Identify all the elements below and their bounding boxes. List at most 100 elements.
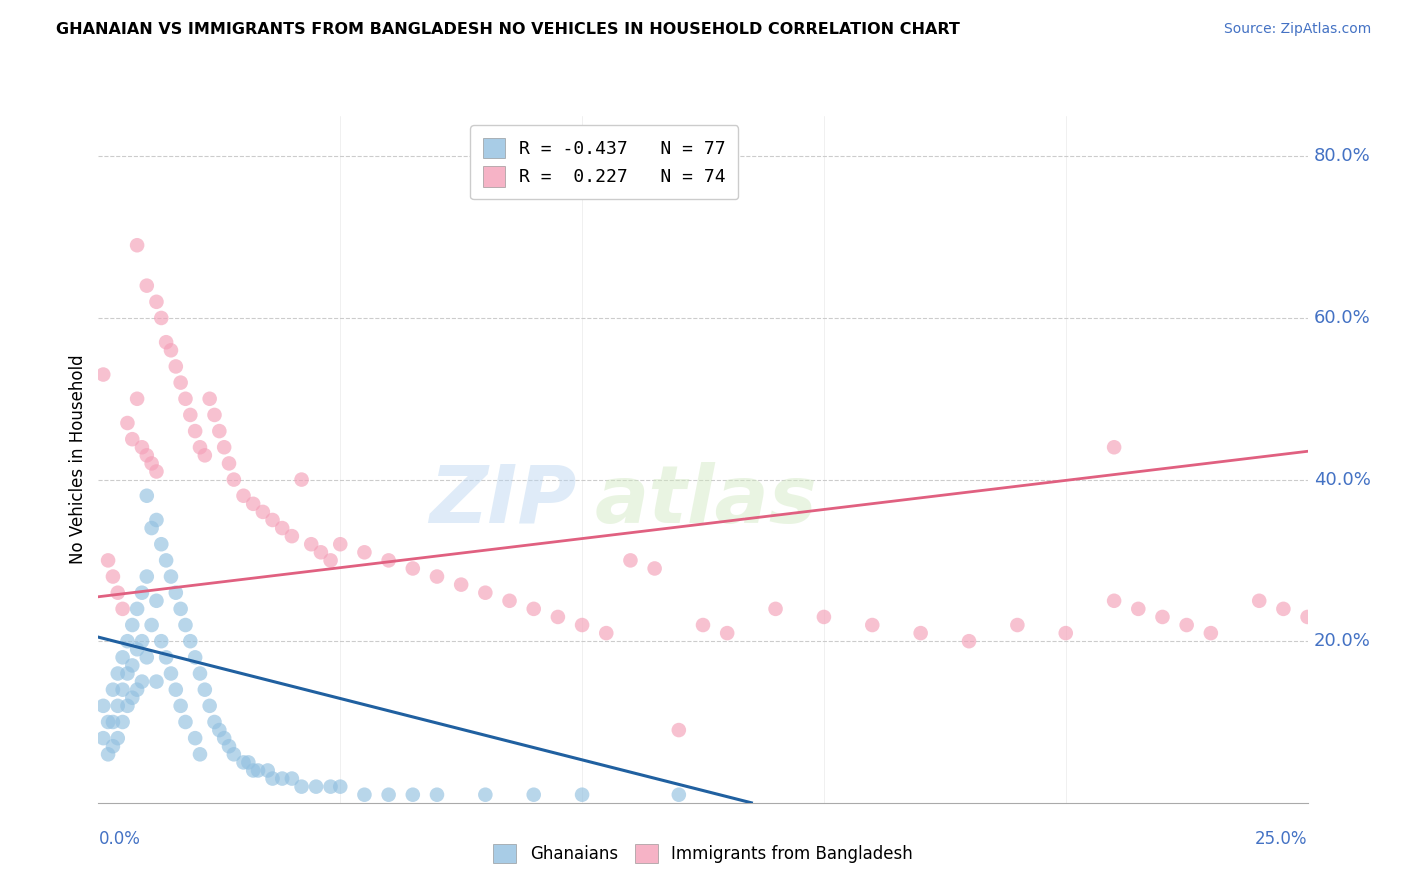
Point	[160, 666, 183, 681]
Point	[121, 432, 143, 446]
Point	[1007, 618, 1029, 632]
Point	[121, 618, 143, 632]
Text: Source: ZipAtlas.com: Source: ZipAtlas.com	[1223, 22, 1371, 37]
Point	[353, 788, 375, 802]
Point	[131, 585, 153, 599]
Point	[117, 698, 139, 713]
Point	[131, 674, 153, 689]
Point	[194, 448, 217, 462]
Text: 25.0%: 25.0%	[1256, 830, 1308, 848]
Point	[141, 457, 163, 471]
Point	[402, 561, 425, 575]
Point	[547, 610, 569, 624]
Point	[179, 408, 201, 422]
Point	[1128, 602, 1150, 616]
Point	[107, 666, 129, 681]
Point	[222, 747, 245, 762]
Point	[305, 780, 328, 794]
Point	[127, 642, 149, 657]
Point	[198, 698, 221, 713]
Point	[101, 714, 124, 729]
Point	[184, 731, 207, 746]
Point	[716, 626, 738, 640]
Point	[353, 545, 375, 559]
Point	[101, 682, 124, 697]
Point	[135, 448, 157, 462]
Text: 0.0%: 0.0%	[98, 830, 141, 848]
Point	[101, 569, 124, 583]
Text: GHANAIAN VS IMMIGRANTS FROM BANGLADESH NO VEHICLES IN HOUSEHOLD CORRELATION CHAR: GHANAIAN VS IMMIGRANTS FROM BANGLADESH N…	[56, 22, 960, 37]
Point	[232, 489, 254, 503]
Point	[252, 505, 274, 519]
Point	[247, 764, 270, 778]
Point	[1152, 610, 1174, 624]
Point	[813, 610, 835, 624]
Point	[111, 714, 134, 729]
Point	[194, 682, 217, 697]
Point	[174, 618, 197, 632]
Point	[765, 602, 787, 616]
Point	[145, 465, 167, 479]
Point	[426, 788, 449, 802]
Point	[127, 238, 149, 252]
Point	[160, 343, 183, 358]
Point	[188, 666, 211, 681]
Point	[474, 788, 496, 802]
Point	[117, 416, 139, 430]
Legend: Ghanaians, Immigrants from Bangladesh: Ghanaians, Immigrants from Bangladesh	[486, 838, 920, 870]
Point	[135, 489, 157, 503]
Point	[860, 618, 883, 632]
Point	[145, 594, 167, 608]
Point	[319, 780, 342, 794]
Point	[309, 545, 332, 559]
Point	[155, 335, 177, 350]
Point	[1175, 618, 1198, 632]
Point	[271, 772, 294, 786]
Point	[107, 585, 129, 599]
Point	[242, 497, 264, 511]
Point	[595, 626, 617, 640]
Point	[145, 294, 167, 309]
Point	[117, 666, 139, 681]
Point	[141, 521, 163, 535]
Point	[111, 602, 134, 616]
Point	[101, 739, 124, 754]
Point	[290, 473, 312, 487]
Point	[135, 569, 157, 583]
Point	[165, 585, 187, 599]
Point	[127, 682, 149, 697]
Point	[957, 634, 980, 648]
Point	[571, 618, 593, 632]
Point	[262, 513, 284, 527]
Point	[91, 731, 114, 746]
Point	[329, 537, 352, 551]
Point	[377, 553, 399, 567]
Point	[184, 424, 207, 438]
Point	[117, 634, 139, 648]
Point	[174, 392, 197, 406]
Point	[402, 788, 425, 802]
Point	[174, 714, 197, 729]
Point	[692, 618, 714, 632]
Point	[619, 553, 641, 567]
Point	[1102, 594, 1125, 608]
Point	[121, 658, 143, 673]
Point	[135, 650, 157, 665]
Point	[165, 682, 187, 697]
Point	[198, 392, 221, 406]
Point	[1249, 594, 1271, 608]
Point	[169, 698, 191, 713]
Point	[222, 473, 245, 487]
Point	[377, 788, 399, 802]
Point	[232, 756, 254, 770]
Point	[141, 618, 163, 632]
Point	[145, 674, 167, 689]
Point	[204, 408, 226, 422]
Point	[131, 634, 153, 648]
Point	[1272, 602, 1295, 616]
Point	[644, 561, 666, 575]
Point	[218, 739, 240, 754]
Point	[135, 278, 157, 293]
Point	[329, 780, 352, 794]
Point	[523, 788, 546, 802]
